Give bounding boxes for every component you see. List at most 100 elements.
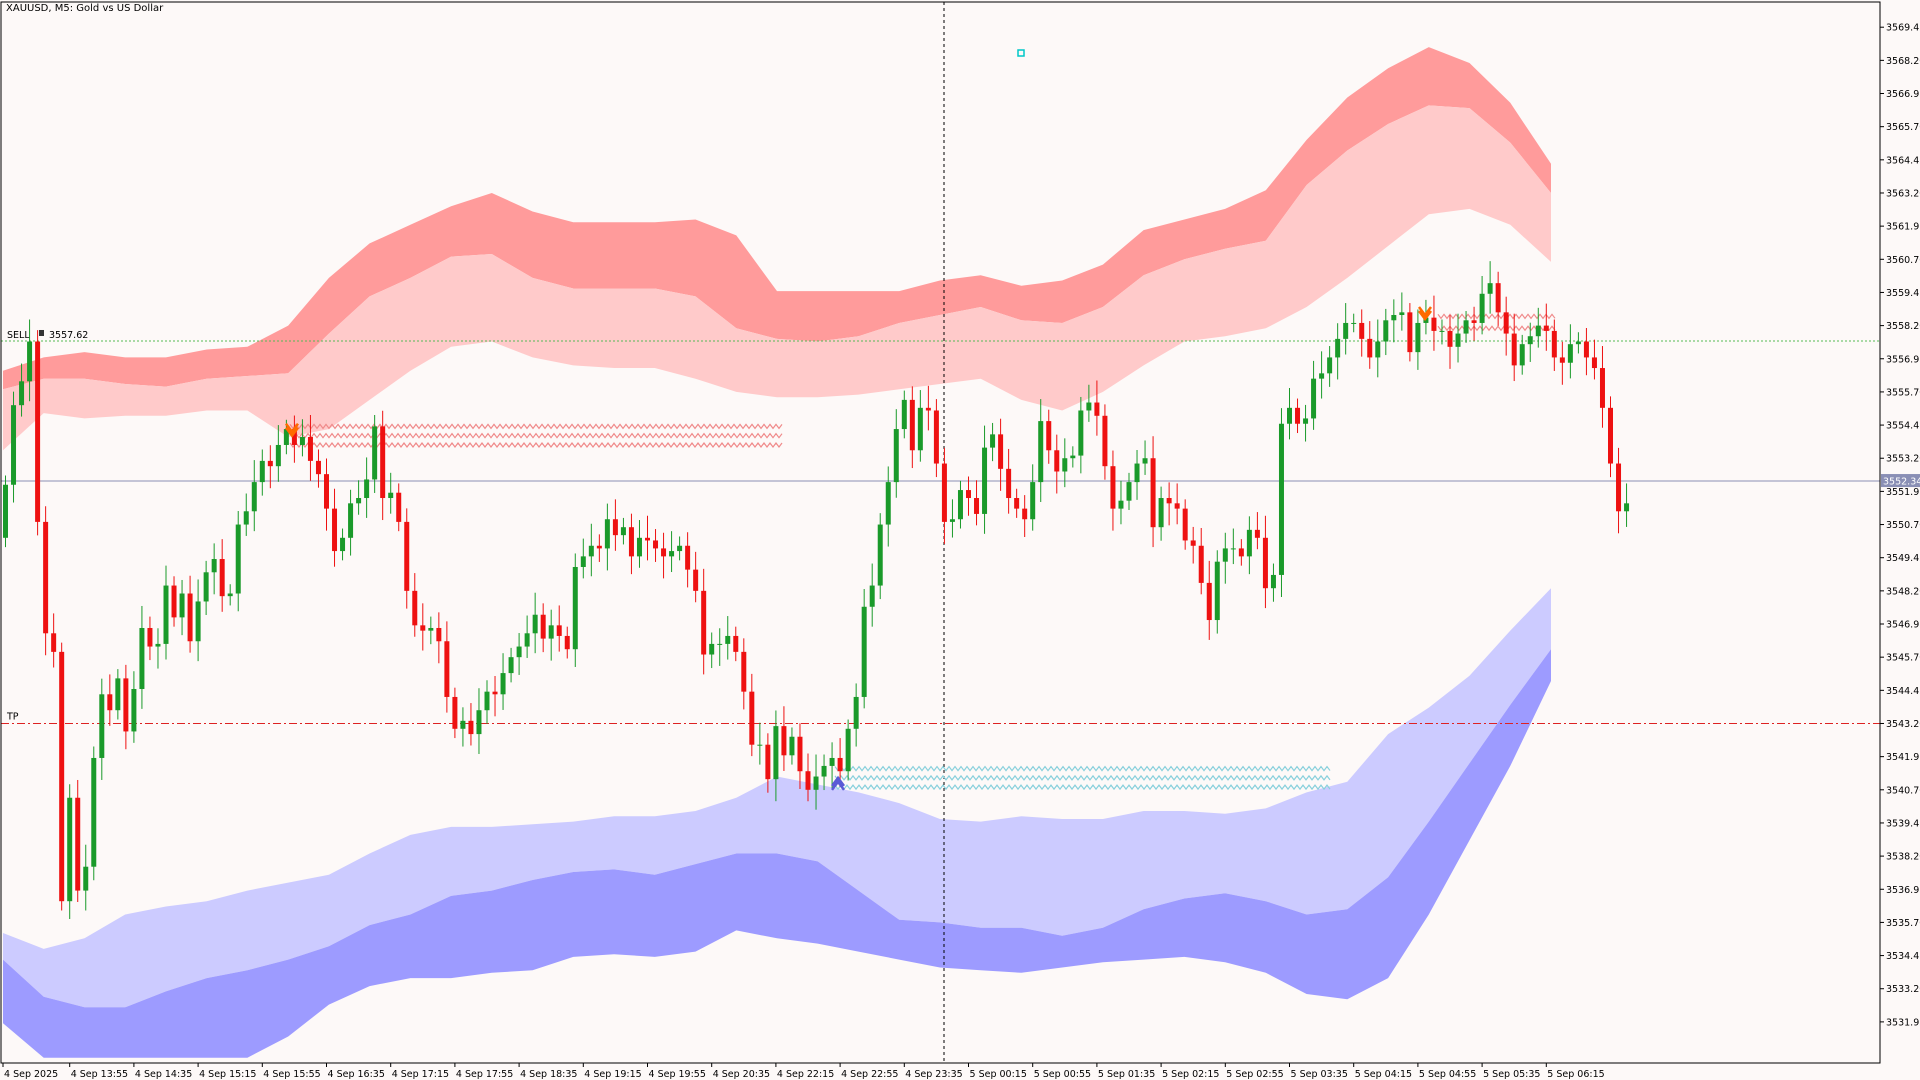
candle-body bbox=[1439, 330, 1445, 332]
candle-body bbox=[1262, 537, 1268, 589]
bull-candle bbox=[636, 520, 642, 568]
candle-body bbox=[1511, 333, 1517, 366]
bear-candle bbox=[1046, 409, 1052, 464]
bull-candle bbox=[388, 472, 394, 514]
y-tick-label: 3568.20 bbox=[1886, 56, 1920, 67]
candle-body bbox=[661, 548, 667, 557]
candle-body bbox=[966, 490, 971, 499]
candle-body bbox=[412, 590, 418, 626]
bull-candle bbox=[195, 579, 201, 662]
bull-candle bbox=[19, 363, 25, 417]
bear-candle bbox=[661, 532, 667, 579]
candle-body bbox=[348, 503, 354, 538]
candle-body bbox=[163, 585, 169, 644]
candle-body bbox=[604, 519, 610, 549]
candle-body bbox=[588, 545, 594, 557]
sell-zone-line bbox=[289, 423, 783, 430]
lower-band-outer bbox=[3, 649, 1551, 1058]
candle-body bbox=[1303, 418, 1309, 424]
bear-candle bbox=[1359, 309, 1365, 357]
bear-candle bbox=[315, 449, 321, 488]
bull-candle bbox=[982, 425, 988, 534]
bull-candle bbox=[139, 605, 145, 709]
bull-candle bbox=[1335, 323, 1341, 380]
candle-body bbox=[789, 736, 795, 756]
candle-body bbox=[1287, 407, 1292, 424]
bull-candle bbox=[364, 457, 370, 518]
candle-body bbox=[1351, 322, 1357, 324]
candle-body bbox=[580, 556, 586, 567]
bear-candle bbox=[1198, 527, 1204, 595]
candle-body bbox=[941, 463, 947, 522]
candle-body bbox=[805, 771, 811, 790]
bull-candle bbox=[275, 425, 281, 482]
y-tick-label: 3546.95 bbox=[1886, 620, 1920, 631]
x-tick-label: 4 Sep 13:55 bbox=[71, 1069, 128, 1080]
bear-candle bbox=[107, 674, 113, 726]
candle-body bbox=[1254, 529, 1260, 538]
candle-body bbox=[452, 696, 458, 729]
bull-candle bbox=[1487, 261, 1493, 314]
bear-candle bbox=[1262, 515, 1268, 609]
bear-candle bbox=[404, 508, 410, 609]
x-tick-label: 4 Sep 15:55 bbox=[263, 1069, 320, 1080]
bull-candle bbox=[1439, 319, 1445, 345]
y-tick-label: 3553.20 bbox=[1886, 454, 1920, 465]
candle-body bbox=[332, 508, 338, 552]
lower-band-inner bbox=[3, 588, 1551, 1008]
bull-candle bbox=[211, 543, 217, 595]
bear-candle bbox=[324, 458, 329, 531]
x-tick-label: 5 Sep 06:15 bbox=[1547, 1069, 1604, 1080]
candle-body bbox=[1006, 468, 1012, 499]
candle-body bbox=[765, 744, 771, 780]
candle-body bbox=[340, 537, 346, 552]
bear-candle bbox=[1608, 396, 1613, 478]
bear-candle bbox=[1407, 303, 1413, 362]
bull-candle bbox=[725, 616, 731, 660]
bull-candle bbox=[348, 489, 354, 556]
bull-candle bbox=[1519, 334, 1525, 375]
x-tick-label: 4 Sep 20:35 bbox=[713, 1069, 770, 1080]
bear-candle bbox=[805, 753, 811, 802]
bear-candle bbox=[1102, 404, 1108, 480]
bull-candle bbox=[1086, 384, 1092, 422]
candle-body bbox=[59, 651, 65, 902]
sell-zone-line bbox=[289, 432, 783, 439]
bull-candle bbox=[131, 671, 137, 743]
candle-body bbox=[821, 765, 827, 777]
bear-candle bbox=[909, 386, 915, 469]
bear-candle bbox=[1495, 271, 1501, 326]
candle-body bbox=[645, 537, 650, 541]
candle-body bbox=[315, 460, 321, 475]
candle-body bbox=[1319, 373, 1325, 379]
candle-body bbox=[139, 627, 145, 689]
bear-candle bbox=[147, 616, 153, 661]
sell-label: SELL bbox=[7, 330, 30, 341]
bull-candle bbox=[1030, 464, 1036, 531]
bull-candle bbox=[299, 419, 305, 457]
bull-candle bbox=[115, 669, 121, 720]
candle-body bbox=[1014, 498, 1020, 509]
candle-body bbox=[324, 474, 329, 509]
candle-body bbox=[1616, 463, 1622, 512]
bull-candle bbox=[572, 553, 578, 667]
candle-body bbox=[1046, 421, 1052, 451]
bull-candle bbox=[1455, 313, 1461, 363]
bull-candle bbox=[821, 754, 827, 791]
candle-body bbox=[548, 625, 554, 639]
candle-body bbox=[396, 492, 402, 522]
candlesticks[interactable] bbox=[3, 261, 1630, 919]
candle-body bbox=[500, 673, 506, 695]
candle-body bbox=[917, 407, 923, 451]
candle-body bbox=[43, 521, 49, 634]
bull-candle bbox=[1311, 360, 1317, 430]
bull-candle bbox=[1062, 438, 1068, 488]
x-tick-label: 4 Sep 19:55 bbox=[649, 1069, 706, 1080]
candle-body bbox=[380, 426, 386, 499]
candle-body bbox=[733, 635, 739, 652]
bull-candle bbox=[869, 563, 875, 627]
bull-candle bbox=[1134, 450, 1140, 500]
candle-body bbox=[203, 572, 209, 602]
